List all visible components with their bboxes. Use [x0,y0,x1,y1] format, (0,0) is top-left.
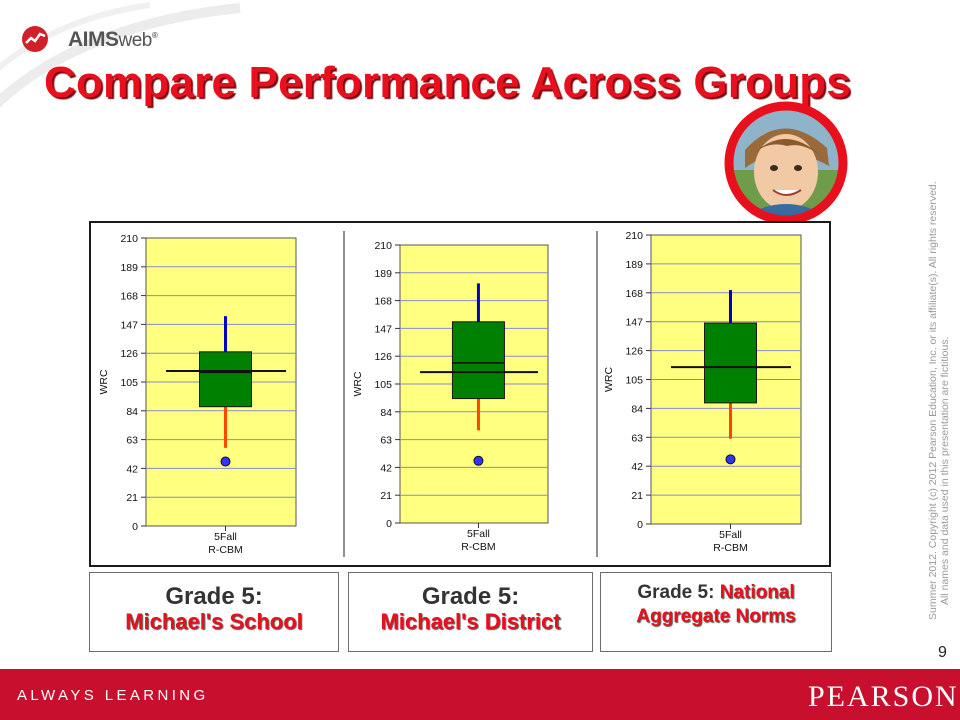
copyright-line-2: All names and data used in this presenta… [939,337,951,606]
y-tick-label: 105 [625,375,643,387]
copyright-line-1: Summer 2012. Copyright (c) 2012 Pearson … [928,181,939,620]
label-michaels-school: Grade 5: Michael's School [89,572,339,652]
label-school-name: Michael's School [125,609,303,634]
y-tick-label: 84 [126,406,138,418]
y-tick-label: 0 [386,518,392,530]
y-tick-label: 189 [374,268,392,280]
y-axis-label: WRC [352,371,364,396]
y-tick-label: 21 [380,490,392,502]
y-tick-label: 105 [120,377,138,389]
y-tick-label: 168 [120,291,138,303]
y-tick-label: 210 [374,240,392,252]
y-tick-label: 63 [631,432,643,444]
copyright-notice: Summer 2012. Copyright (c) 2012 Pearson … [928,181,951,620]
aimsweb-logo-icon [22,26,48,52]
y-tick-label: 84 [380,407,392,419]
x-category-label: 5Fall [719,529,742,541]
box-plot-charts: 021426384105126147168189210WRC5FallR-CBM… [98,230,802,557]
label-michaels-district: Grade 5: Michael's District [348,572,593,652]
label-national-name: Aggregate Norms [636,606,796,627]
y-tick-label: 168 [625,288,643,300]
y-tick-label: 105 [374,379,392,391]
label-district-name: Michael's District [380,609,561,634]
page-title: Compare Performance Across Groups [44,58,852,107]
student-score-point [725,454,736,465]
student-avatar [724,101,848,225]
y-tick-label: 147 [120,319,138,331]
aimsweb-logo-text: AIMSweb® [68,28,158,51]
y-tick-label: 126 [120,348,138,360]
y-tick-label: 63 [380,435,392,447]
y-tick-label: 126 [625,346,643,358]
y-tick-label: 126 [374,351,392,363]
iqr-box [199,351,252,408]
y-tick-label: 210 [120,233,138,245]
y-tick-label: 0 [637,519,643,531]
y-tick-label: 42 [380,462,392,474]
y-tick-label: 63 [126,435,138,447]
page-number: 9 [938,644,947,661]
y-tick-label: 42 [126,463,138,475]
y-tick-label: 210 [625,230,643,242]
label-national-norms: Grade 5: National Aggregate Norms [600,572,832,652]
y-tick-label: 189 [120,262,138,274]
student-score-point [473,455,484,466]
background-swirl [0,2,241,108]
label-district-grade: Grade 5: [421,583,520,610]
y-tick-label: 147 [625,317,643,329]
label-national-grade: Grade 5: National [601,581,831,605]
aimsweb-logo: AIMSweb® [20,24,170,56]
x-category-sublabel: R-CBM [208,544,242,556]
footer-tagline: ALWAYS LEARNING [17,687,209,704]
x-category-label: 5Fall [467,528,490,540]
y-tick-label: 42 [631,461,643,473]
footer-bar: ALWAYS LEARNING PEARSON [0,669,960,720]
y-axis-label: WRC [603,367,615,392]
y-axis-label: WRC [98,369,110,394]
x-category-sublabel: R-CBM [713,542,747,554]
y-tick-label: 21 [126,492,138,504]
label-national-prefix: Grade 5: [637,582,720,603]
y-tick-label: 84 [631,403,643,415]
y-tick-label: 189 [625,259,643,271]
iqr-box [704,322,757,404]
y-tick-label: 147 [374,323,392,335]
x-category-sublabel: R-CBM [461,541,495,553]
student-score-point [220,456,231,467]
label-national-word: National [719,582,795,603]
y-tick-label: 21 [631,490,643,502]
x-category-label: 5Fall [214,531,237,543]
y-tick-label: 0 [132,521,138,533]
y-tick-label: 168 [374,296,392,308]
iqr-box [451,321,505,400]
pearson-logo: PEARSON [808,680,959,713]
label-school-grade: Grade 5: [165,583,263,610]
